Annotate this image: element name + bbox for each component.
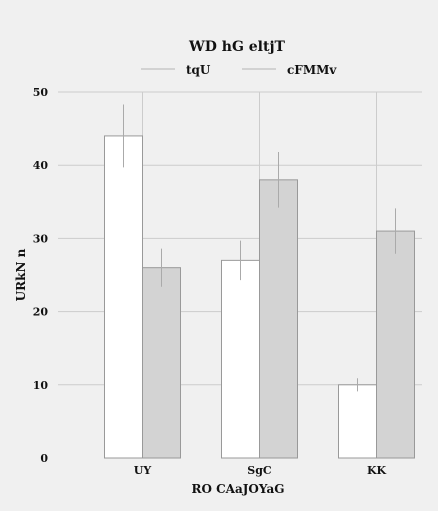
- x-tick-label: KK: [367, 464, 387, 477]
- x-tick-label: UY: [134, 464, 152, 477]
- bars: [104, 135, 415, 459]
- legend-label-series-2: cFMMv: [287, 63, 337, 77]
- bar-series-2-KK: [376, 230, 415, 459]
- y-tick-label: 30: [33, 232, 49, 245]
- x-axis-label: RO CAaJOYaG: [191, 482, 284, 496]
- y-tick-label: 40: [33, 159, 49, 172]
- y-tick-label: 10: [33, 379, 49, 392]
- bar-series-2-SgC: [259, 179, 298, 459]
- legend-label-series-1: tqU: [186, 63, 211, 77]
- bar-series-1-SgC: [221, 259, 260, 459]
- y-tick-label: 20: [33, 306, 49, 319]
- y-axis-label: URkN n: [14, 248, 28, 301]
- error-bars: [123, 104, 396, 392]
- bar-series-1-KK: [338, 384, 377, 459]
- y-tick-label: 0: [40, 452, 48, 465]
- bar-series-2-UY: [142, 267, 181, 459]
- chart-title: WD hG eltjT: [188, 39, 286, 55]
- legend: tqU cFMMv: [141, 63, 337, 77]
- tick-labels: 0 10 20 30 40 50 UY SgC KK: [33, 86, 387, 477]
- x-tick-label: SgC: [247, 464, 272, 477]
- bar-series-1-UY: [104, 135, 143, 459]
- y-tick-label: 50: [33, 86, 49, 99]
